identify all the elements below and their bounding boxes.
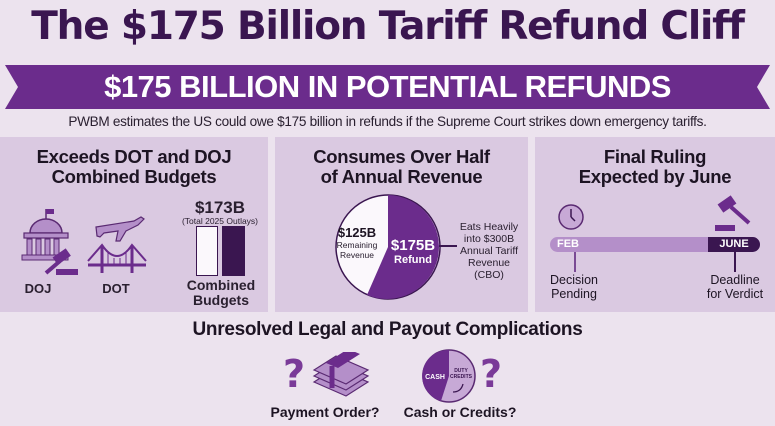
remaining-label-line: Remaining	[336, 240, 378, 250]
refund-label: Refund	[394, 254, 432, 266]
timeline-bar	[550, 237, 760, 252]
caption-line: Pending	[551, 287, 597, 301]
dot-plane-bridge-icon	[87, 216, 147, 273]
panel-revenue: Consumes Over Half of Annual Revenue $12…	[275, 137, 528, 312]
headline-banner: $175 BILLION IN POTENTIAL REFUNDS	[5, 65, 770, 109]
question-mark-icon: ?	[480, 352, 503, 396]
heading-line: Expected by June	[578, 166, 732, 187]
start-caption: Decision Pending	[537, 273, 611, 301]
svg-text:CASH: CASH	[425, 374, 445, 381]
panel-budgets: Exceeds DOT and DOJ Combined Budgets DOJ…	[0, 137, 268, 312]
question-mark-icon: ?	[283, 352, 306, 396]
svg-text:DUTY: DUTY	[454, 368, 468, 374]
heading-line: Consumes Over Half	[313, 146, 490, 167]
bar-label: Combined Budgets	[176, 278, 266, 308]
cash-credits-pie-icon: CASH DUTY CREDITS	[422, 349, 476, 403]
timeline-end-segment	[708, 237, 760, 252]
annotation-line	[439, 245, 457, 247]
complications-heading: Unresolved Legal and Payout Complication…	[192, 319, 583, 340]
revenue-pie-chart	[335, 194, 441, 300]
panel-heading: Exceeds DOT and DOJ Combined Budgets	[0, 147, 268, 187]
svg-text:CREDITS: CREDITS	[450, 374, 473, 380]
note-line: Annual Tariff	[460, 245, 518, 257]
payment-order-label: Payment Order?	[270, 404, 380, 420]
heading-line: Combined Budgets	[51, 166, 217, 187]
remaining-value: $125B	[337, 225, 377, 240]
refund-value: $175B	[390, 237, 436, 254]
page-title: The $175 Billion Tariff Refund Cliff	[31, 4, 745, 49]
bar-note: (Total 2025 Outlays)	[181, 216, 259, 226]
start-tick	[574, 252, 576, 272]
bar-white	[196, 226, 218, 276]
ribbon-shape	[5, 65, 770, 109]
gavel-icon	[715, 195, 751, 231]
timeline-start-label: FEB	[557, 238, 579, 250]
heading-line: of Annual Revenue	[320, 166, 483, 187]
money-stack-icon	[312, 352, 370, 397]
doj-label: DOJ	[24, 281, 52, 296]
remaining-label: Remaining Revenue	[330, 240, 384, 260]
bar-value: $173B	[194, 198, 246, 217]
dot-label: DOT	[102, 281, 130, 296]
caption-line: Deadline	[710, 273, 760, 287]
banner-text: $175 BILLION IN POTENTIAL REFUNDS	[104, 69, 671, 104]
note-line: Revenue (CBO)	[467, 257, 511, 281]
clock-icon	[558, 204, 584, 230]
panel-heading: Consumes Over Half of Annual Revenue	[275, 147, 528, 187]
panel-timeline: Final Ruling Expected by June FEB JUNE D…	[535, 137, 775, 312]
bar-label-line: Combined	[186, 277, 256, 293]
bar-dark	[222, 226, 245, 276]
caption-line: for Verdict	[706, 287, 764, 301]
panel-heading: Final Ruling Expected by June	[535, 147, 775, 187]
end-caption: Deadline for Verdict	[695, 273, 775, 301]
cash-or-credits-label: Cash or Credits?	[403, 404, 517, 420]
remaining-label-line: Revenue	[339, 250, 375, 260]
timeline-end-label: JUNE	[719, 238, 749, 250]
doj-courthouse-gavel-icon	[21, 209, 78, 275]
subtitle: PWBM estimates the US could owe $175 bil…	[68, 114, 707, 129]
revenue-note: Eats Heavily into $300B Annual Tariff Re…	[453, 221, 525, 281]
bar-label-line: Budgets	[193, 292, 249, 308]
note-line: Eats Heavily	[459, 221, 519, 233]
heading-line: Exceeds DOT and DOJ	[36, 146, 232, 167]
caption-line: Decision	[550, 273, 598, 287]
heading-line: Final Ruling	[603, 146, 707, 167]
end-tick	[734, 252, 736, 272]
note-line: into $300B	[463, 233, 515, 245]
